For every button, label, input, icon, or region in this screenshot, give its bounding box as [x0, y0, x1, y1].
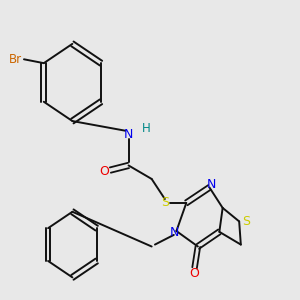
Text: S: S: [242, 215, 250, 228]
Text: N: N: [124, 128, 133, 141]
Text: O: O: [99, 165, 109, 178]
Text: N: N: [170, 226, 179, 239]
Text: Br: Br: [9, 53, 22, 66]
Text: O: O: [190, 267, 200, 280]
Text: S: S: [161, 196, 169, 209]
Text: N: N: [206, 178, 216, 191]
Text: H: H: [142, 122, 151, 135]
